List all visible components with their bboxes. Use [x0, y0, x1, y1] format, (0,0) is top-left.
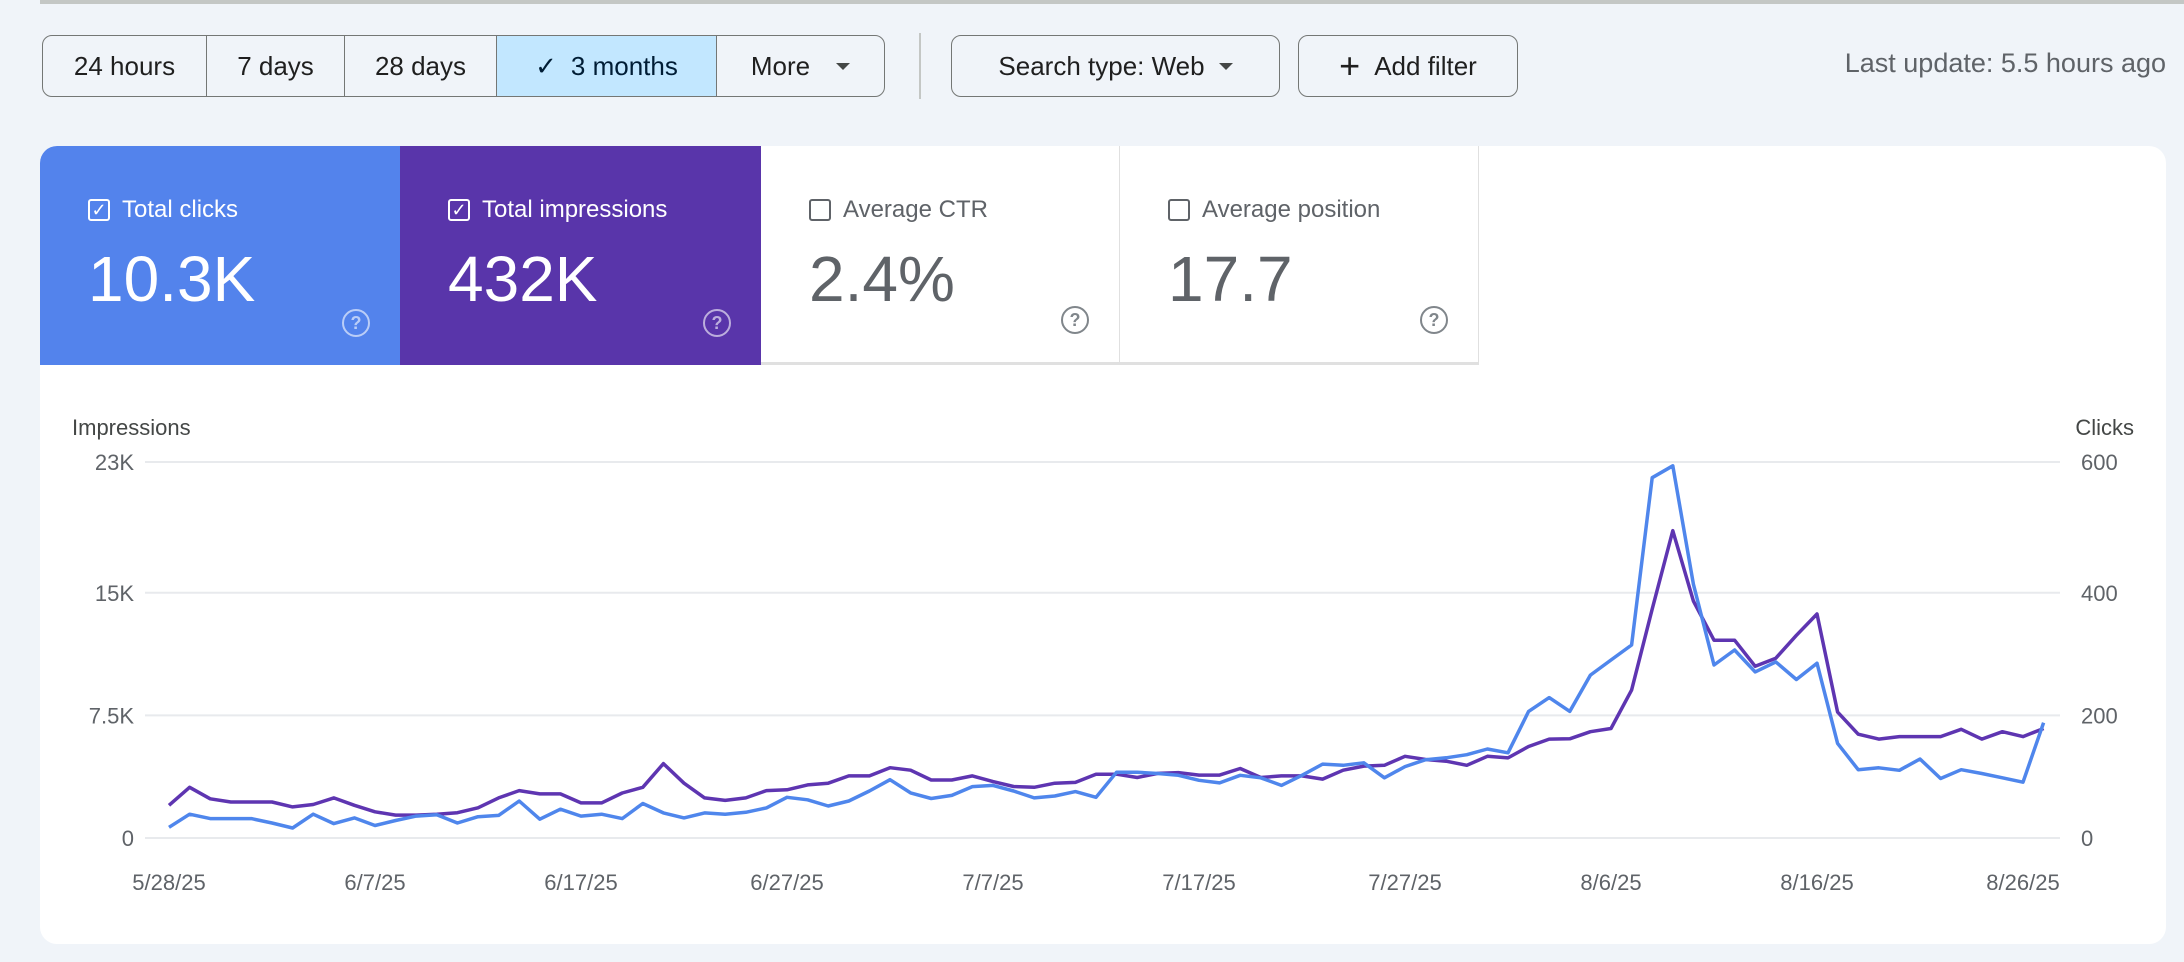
y-left-axis-label: Impressions: [72, 415, 191, 440]
plus-icon: +: [1339, 45, 1361, 86]
help-icon[interactable]: ?: [1420, 306, 1448, 334]
search-type-label: Search type: Web: [998, 50, 1205, 81]
y-left-tick: 0: [122, 826, 134, 851]
performance-card: ✓ Total clicks 10.3K ? ✓ Total impressions…: [40, 146, 2166, 944]
checkbox-checked-icon[interactable]: ✓: [448, 199, 470, 221]
x-tick: 6/27/25: [750, 870, 823, 895]
y-left-tick: 7.5K: [89, 703, 135, 728]
range-label: More: [750, 50, 811, 81]
metric-total-impressions[interactable]: ✓ Total impressions 432K ?: [400, 146, 761, 365]
metric-label: Average position: [1202, 196, 1381, 223]
metric-average-ctr[interactable]: Average CTR 2.4% ?: [761, 146, 1120, 365]
range-label: 28 days: [374, 50, 467, 81]
y-right-tick: 200: [2081, 703, 2118, 728]
metric-value: 10.3K: [88, 243, 256, 315]
y-right-tick: 600: [2081, 450, 2118, 475]
range-label: 3 months: [570, 50, 678, 81]
range-7-days[interactable]: 7 days: [207, 36, 345, 96]
x-tick: 6/17/25: [544, 870, 617, 895]
y-left-tick: 23K: [95, 450, 134, 475]
checkbox-checked-icon[interactable]: ✓: [88, 199, 110, 221]
y-right-tick: 0: [2081, 826, 2093, 851]
y-left-tick: 15K: [95, 581, 134, 606]
help-icon[interactable]: ?: [342, 309, 370, 337]
search-type-dropdown[interactable]: Search type: Web: [951, 35, 1280, 97]
date-range-selector: 24 hours 7 days 28 days ✓ 3 months More: [42, 35, 885, 97]
add-filter-button[interactable]: + Add filter: [1298, 35, 1518, 97]
metric-value: 2.4%: [809, 243, 955, 315]
metric-label: Total impressions: [482, 196, 668, 223]
series-line-impressions: [167, 528, 2045, 817]
last-update-text: Last update: 5.5 hours ago: [1844, 48, 2166, 78]
range-more-dropdown[interactable]: More: [717, 36, 884, 96]
metric-value: 17.7: [1168, 243, 1293, 315]
metric-average-position[interactable]: Average position 17.7 ?: [1120, 146, 1479, 365]
x-tick: 8/6/25: [1580, 870, 1641, 895]
y-right-axis-label: Clicks: [2075, 415, 2134, 440]
y-right-tick: 400: [2081, 581, 2118, 606]
add-filter-label: Add filter: [1374, 50, 1477, 81]
range-label: 24 hours: [73, 50, 176, 81]
range-3-months[interactable]: ✓ 3 months: [497, 36, 717, 96]
metric-value: 432K: [448, 243, 598, 315]
help-icon[interactable]: ?: [703, 309, 731, 337]
help-icon[interactable]: ?: [1061, 306, 1089, 334]
checkbox-unchecked-icon[interactable]: [809, 199, 831, 221]
top-divider: [40, 0, 2184, 4]
caret-down-icon: [836, 62, 851, 70]
checkbox-unchecked-icon[interactable]: [1168, 199, 1190, 221]
x-tick: 7/17/25: [1162, 870, 1235, 895]
metric-label: Total clicks: [122, 196, 239, 223]
check-icon: ✓: [535, 50, 557, 81]
range-24-hours[interactable]: 24 hours: [43, 36, 207, 96]
x-tick: 5/28/25: [132, 870, 205, 895]
series-line-clicks: [168, 464, 2046, 830]
range-28-days[interactable]: 28 days: [345, 36, 497, 96]
metric-label: Average CTR: [843, 196, 988, 223]
toolbar-divider: [919, 33, 921, 99]
metric-total-clicks[interactable]: ✓ Total clicks 10.3K ?: [40, 146, 400, 365]
x-tick: 6/7/25: [344, 870, 405, 895]
x-tick: 8/26/25: [1986, 870, 2059, 895]
x-tick: 7/7/25: [962, 870, 1023, 895]
x-tick: 7/27/25: [1368, 870, 1441, 895]
range-label: 7 days: [237, 50, 314, 81]
x-tick: 8/16/25: [1780, 870, 1853, 895]
caret-down-icon: [1218, 62, 1233, 70]
